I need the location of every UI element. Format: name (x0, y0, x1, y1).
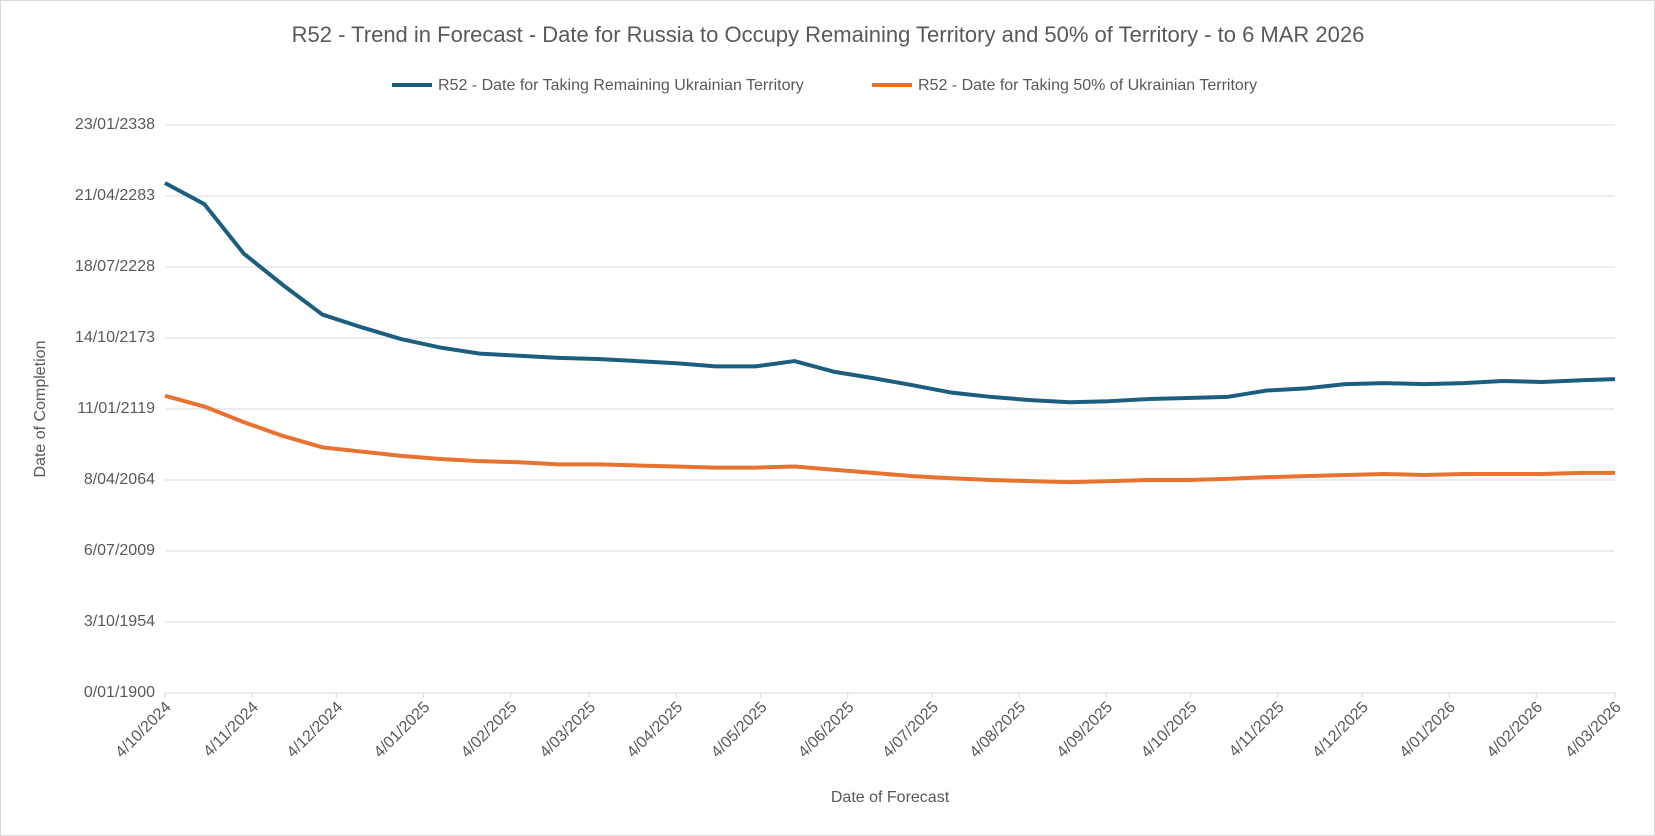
y-tick-label: 21/04/2283 (75, 187, 155, 204)
y-tick-label: 18/07/2228 (75, 258, 155, 275)
x-axis-title: Date of Forecast (831, 789, 950, 806)
y-axis-title: Date of Completion (32, 341, 49, 478)
y-tick-label: 14/10/2173 (75, 329, 155, 346)
y-tick-label: 23/01/2338 (75, 116, 155, 133)
legend-label: R52 - Date for Taking 50% of Ukrainian T… (918, 77, 1257, 94)
series-line (164, 393, 1615, 485)
y-tick-label: 6/07/2009 (84, 542, 155, 559)
y-tick-label: 3/10/1954 (84, 613, 155, 630)
y-tick-label: 8/04/2064 (84, 471, 155, 488)
y-tick-label: 0/01/1900 (84, 684, 155, 701)
legend-label: R52 - Date for Taking Remaining Ukrainia… (438, 77, 804, 94)
series-line (164, 181, 1616, 405)
chart-title: R52 - Trend in Forecast - Date for Russi… (292, 22, 1365, 47)
y-tick-label: 11/01/2119 (77, 400, 155, 417)
